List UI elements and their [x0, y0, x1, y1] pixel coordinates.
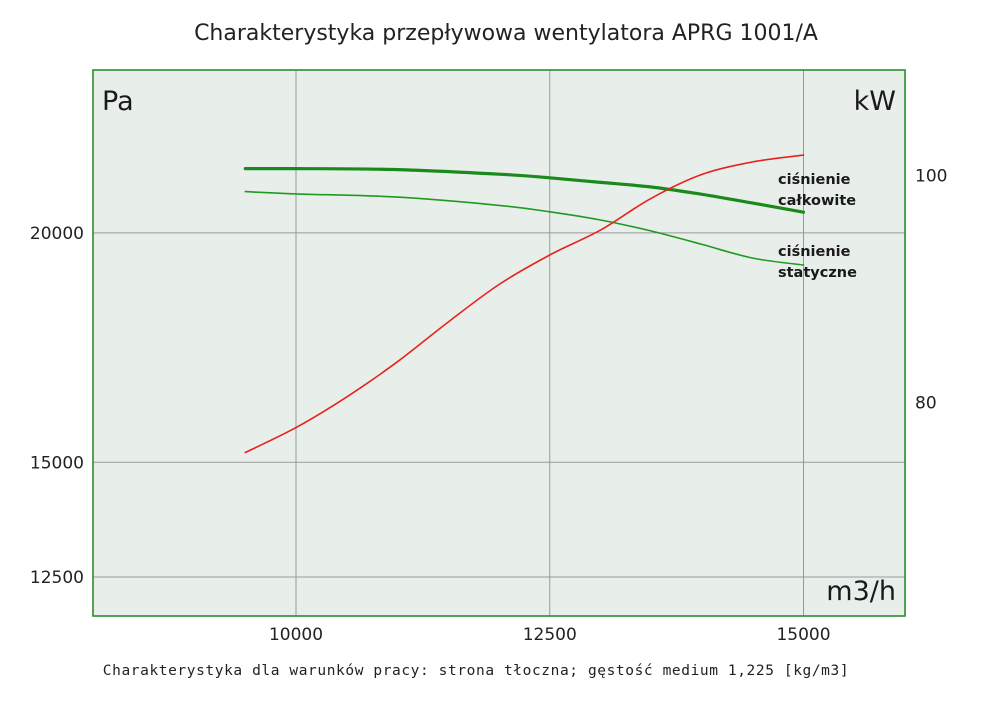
label-total-pressure-line2: całkowite	[778, 193, 856, 209]
series-line-total-pressure	[243, 166, 806, 214]
series-line-power	[244, 154, 805, 454]
label-static-pressure-line2: statyczne	[778, 265, 857, 281]
y-tick-label: 12500	[30, 568, 84, 588]
x-tick-label: 10000	[269, 625, 323, 645]
label-total-pressure-line1: ciśnienie	[778, 172, 851, 188]
label-static-pressure-line1: ciśnienie	[778, 244, 851, 260]
grid	[93, 70, 905, 616]
plot-border	[92, 69, 906, 617]
chart-footnote: Charakterystyka dla warunków pracy: stro…	[103, 663, 849, 679]
x-axis-label: m3/h	[826, 576, 896, 607]
y-tick-label: 20000	[30, 224, 84, 244]
chart-title: Charakterystyka przepływowa wentylatora …	[194, 21, 818, 46]
plot-area	[93, 70, 905, 616]
y-tick-label: 15000	[30, 453, 84, 473]
y2-tick-label: 100	[915, 167, 947, 187]
x-tick-label: 15000	[776, 625, 830, 645]
series-group	[243, 154, 806, 454]
y-axis-label: Pa	[102, 86, 134, 117]
y2-axis-label: kW	[854, 86, 896, 117]
tick-labels: 10000 12500 15000 12500 15000 20000 80 100	[30, 167, 948, 645]
series-line-static-pressure	[244, 190, 805, 266]
x-tick-label: 12500	[523, 625, 577, 645]
y2-tick-label: 80	[915, 394, 937, 414]
